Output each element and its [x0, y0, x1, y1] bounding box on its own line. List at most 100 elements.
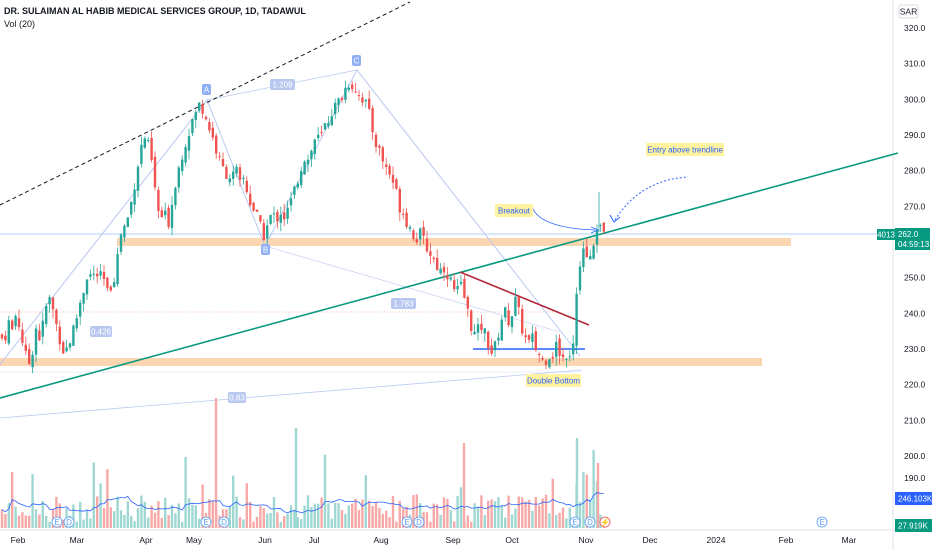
volume-bar [289, 505, 293, 528]
volume-bar [439, 514, 442, 528]
support-zone [0, 358, 762, 366]
volume-bar [34, 509, 38, 528]
candle-body [232, 171, 235, 179]
volume-bar [459, 487, 463, 528]
candle-body [524, 335, 527, 338]
volume-bar [453, 521, 456, 528]
volume-bar [96, 496, 99, 528]
candle-body [28, 349, 31, 364]
candle-body [354, 91, 357, 93]
candle-body [476, 324, 480, 333]
candle-body [238, 167, 242, 180]
volume-bar [99, 483, 102, 528]
volume-bar [306, 495, 310, 528]
candle-body [164, 210, 167, 216]
svg-text:0.83: 0.83 [229, 394, 245, 403]
volume-bar [48, 521, 51, 528]
candle-body [266, 225, 269, 239]
event-marker-label: D [66, 518, 72, 527]
svg-text:Double Bottom: Double Bottom [527, 377, 580, 386]
candle-body [194, 112, 197, 120]
candle-body [306, 159, 310, 165]
volume-bar [41, 501, 44, 528]
candle-body [201, 104, 204, 114]
volume-bar [184, 456, 187, 528]
volume-bar [235, 496, 238, 528]
volume-bar [262, 508, 265, 528]
candle-body [276, 212, 279, 222]
volume-bar [167, 515, 170, 528]
event-marker-label: E [404, 518, 409, 527]
candle-body [300, 171, 303, 186]
candle-body [589, 255, 592, 260]
volume-bar [565, 518, 568, 528]
volume-indicator-label[interactable]: Vol (20) [4, 19, 36, 29]
volume-bar [279, 521, 282, 528]
event-marker-icon [413, 516, 425, 528]
candle-body [4, 335, 7, 341]
candle-body [225, 166, 228, 179]
candle-body [500, 319, 503, 341]
candle-body [242, 177, 245, 180]
candle-body [24, 344, 27, 351]
x-tick-label: Feb [779, 535, 794, 545]
volume-bar [534, 496, 537, 528]
y-tick-label: 250.0 [904, 273, 926, 283]
descending-resistance-line [459, 271, 590, 326]
candle-body [327, 123, 330, 127]
volume-bar [561, 507, 565, 528]
candle-body [262, 223, 265, 240]
y-tick-label: 220.0 [904, 380, 926, 390]
volume-bar [371, 506, 374, 528]
candle-body [68, 343, 72, 348]
volume-bar [147, 517, 150, 528]
volume-bar [157, 501, 160, 528]
volume-bar [317, 503, 320, 528]
volume-bar [24, 515, 27, 528]
svg-text:Entry above trendline: Entry above trendline [647, 146, 723, 155]
volume-bar [143, 501, 146, 528]
y-tick-label: 200.0 [904, 451, 926, 461]
candle-body [45, 305, 48, 325]
event-marker-icon [200, 516, 212, 528]
x-tick-label: Feb [11, 535, 26, 545]
x-tick-label: Oct [505, 535, 519, 545]
candle-body [31, 354, 34, 368]
time-axis[interactable]: Feb Mar Apr May Jun Jul Aug Sep Oct Nov Dec 2024 Feb… [11, 535, 857, 545]
candle-body [153, 156, 157, 188]
candle-body [310, 150, 313, 159]
volume-bar [487, 500, 490, 528]
candle-body [160, 210, 163, 218]
volume-bar [113, 511, 116, 528]
y-tick-label: 270.0 [904, 201, 926, 211]
volume-bar [578, 501, 582, 528]
volume-bar [75, 521, 78, 528]
candle-body [82, 293, 85, 304]
x-tick-label: May [186, 535, 203, 545]
volume-bar [126, 501, 129, 528]
ratio-label-1: 1.209 [270, 79, 295, 90]
candle-body [374, 134, 378, 148]
candle-body [133, 189, 136, 205]
candle-body [89, 274, 92, 277]
volume-bar [14, 506, 17, 528]
candle-body [7, 320, 10, 344]
volume-bar [340, 509, 344, 528]
volume-bar [361, 499, 364, 528]
volume-bar [310, 507, 313, 528]
candle-body [102, 271, 106, 280]
volume-bar [429, 521, 432, 528]
volume-bar [283, 516, 286, 528]
candle-body [150, 137, 153, 161]
candle-body [561, 354, 565, 358]
volume-bar [476, 506, 480, 528]
event-marker-icon [63, 516, 75, 528]
event-marker-icon [51, 516, 63, 528]
candle-body [446, 275, 449, 280]
candle-body [544, 360, 548, 365]
candle-body [497, 337, 500, 341]
volume-bar [330, 518, 333, 528]
candle-body [368, 98, 371, 109]
x-tick-label: Sep [445, 535, 460, 545]
